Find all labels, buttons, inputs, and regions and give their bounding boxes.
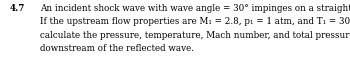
Text: calculate the pressure, temperature, Mach number, and total pressure: calculate the pressure, temperature, Mac… xyxy=(40,31,350,40)
Text: An incident shock wave with wave angle = 30° impinges on a straight wall.: An incident shock wave with wave angle =… xyxy=(40,4,350,13)
Text: downstream of the reflected wave.: downstream of the reflected wave. xyxy=(40,44,194,53)
Text: 4.7: 4.7 xyxy=(10,4,25,13)
Text: If the upstream flow properties are M₁ = 2.8, p₁ = 1 atm, and T₁ = 300 K,: If the upstream flow properties are M₁ =… xyxy=(40,17,350,26)
